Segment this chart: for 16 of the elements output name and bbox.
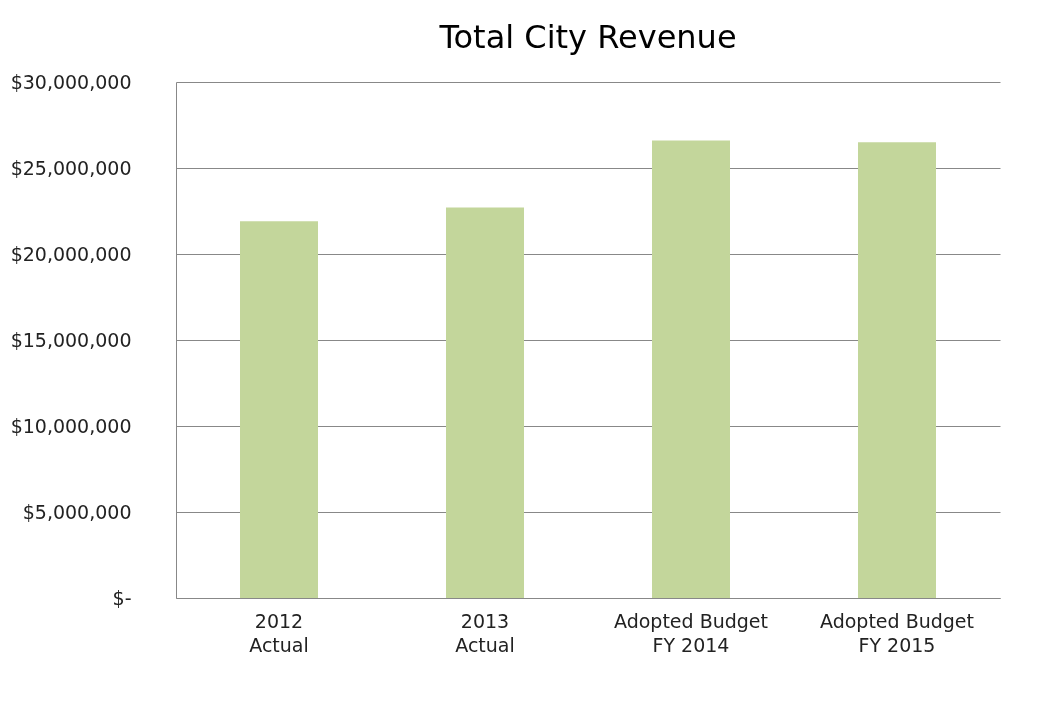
x-tick-label: Adopted Budget FY 2015 bbox=[820, 609, 974, 656]
y-tick-label: $- bbox=[112, 586, 132, 609]
bar bbox=[446, 207, 524, 598]
bar bbox=[652, 140, 730, 598]
y-tick-label: $30,000,000 bbox=[10, 70, 132, 93]
x-tick-label: 2013 Actual bbox=[455, 609, 515, 656]
chart-title: Total City Revenue bbox=[438, 18, 737, 56]
y-tick-label: $25,000,000 bbox=[10, 156, 132, 179]
x-tick-label: 2012 Actual bbox=[249, 609, 309, 656]
y-tick-label: $15,000,000 bbox=[10, 328, 132, 351]
bar bbox=[858, 142, 936, 598]
y-tick-label: $5,000,000 bbox=[22, 500, 132, 523]
y-tick-label: $20,000,000 bbox=[10, 242, 132, 265]
bar bbox=[240, 221, 318, 598]
y-tick-label: $10,000,000 bbox=[10, 414, 132, 437]
x-tick-label: Adopted Budget FY 2014 bbox=[614, 609, 768, 656]
